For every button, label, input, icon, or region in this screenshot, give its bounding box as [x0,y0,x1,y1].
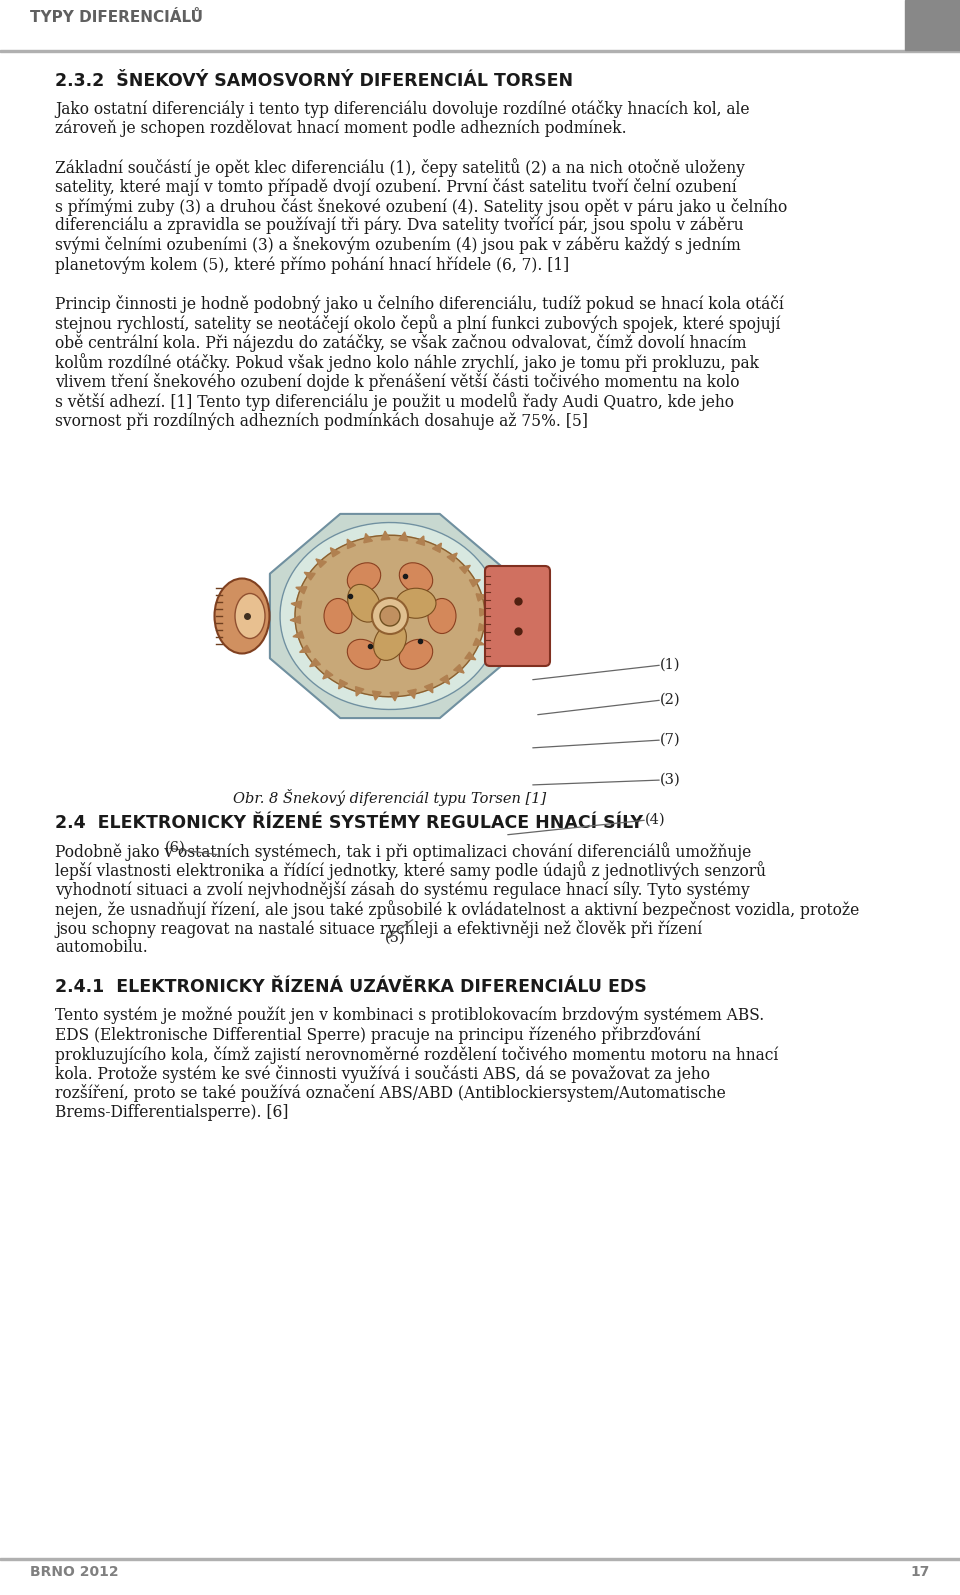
Polygon shape [424,684,433,692]
Text: zároveň je schopen rozdělovat hnací moment podle adhezních podmínek.: zároveň je schopen rozdělovat hnací mome… [55,120,627,137]
Text: Podobně jako v ostatních systémech, tak i při optimalizaci chování diferenciálů : Podobně jako v ostatních systémech, tak … [55,842,752,861]
Text: kola. Protože systém ke své činnosti využívá i součásti ABS, dá se považovat za : kola. Protože systém ke své činnosti vyu… [55,1065,710,1083]
Polygon shape [473,638,484,646]
Text: svornost při rozdílných adhezních podmínkách dosahuje až 75%. [5]: svornost při rozdílných adhezních podmín… [55,412,588,429]
Text: (1): (1) [660,659,681,671]
Text: Princip činnosti je hodně podobný jako u čelního diferenciálu, tudíž pokud se hn: Princip činnosti je hodně podobný jako u… [55,295,783,313]
Polygon shape [270,514,510,718]
Text: Brems-Differentialsperre). [6]: Brems-Differentialsperre). [6] [55,1104,289,1121]
Text: jsou schopny reagovat na nastalé situace rychleji a efektivněji než člověk při ř: jsou schopny reagovat na nastalé situace… [55,920,702,938]
FancyBboxPatch shape [485,566,550,667]
Circle shape [380,606,400,625]
Text: (5): (5) [385,931,406,944]
Text: (7): (7) [660,734,681,746]
Text: stejnou rychlostí, satelity se neotáčejí okolo čepů a plní funkci zubových spoje: stejnou rychlostí, satelity se neotáčejí… [55,314,780,333]
Text: 2.4  ELEKTRONICKY ŘÍZENÉ SYSTÉMY REGULACE HNACÍ SÍLY: 2.4 ELEKTRONICKY ŘÍZENÉ SYSTÉMY REGULACE… [55,813,643,833]
Text: (6): (6) [165,841,185,855]
Ellipse shape [396,589,436,619]
Circle shape [372,598,408,633]
Polygon shape [372,691,381,700]
Polygon shape [447,553,457,561]
Polygon shape [330,547,340,557]
Text: BRNO 2012: BRNO 2012 [30,1565,119,1579]
Ellipse shape [348,584,380,622]
Text: rozšíření, proto se také používá označení ABS/ABD (Antiblockiersystem/Automatisc: rozšíření, proto se také používá označen… [55,1085,726,1102]
Text: nejen, že usnadňují řízení, ale jsou také způsobilé k ovládatelnost a aktivní be: nejen, že usnadňují řízení, ale jsou tak… [55,901,859,919]
Text: obě centrální kola. Při nájezdu do zatáčky, se však začnou odvalovat, čímž dovol: obě centrální kola. Při nájezdu do zatáč… [55,333,747,352]
Polygon shape [310,659,321,667]
Bar [0,1558,960,1560]
Text: planetovým kolem (5), které přímo pohání hnací hřídele (6, 7). [1]: planetovým kolem (5), které přímo pohání… [55,257,569,273]
Text: lepší vlastnosti elektronika a řídící jednotky, které samy podle údajů z jednotl: lepší vlastnosti elektronika a řídící je… [55,861,766,880]
Bar [0,49,960,53]
Polygon shape [460,565,470,574]
Text: Tento systém je možné použít jen v kombinaci s protiblokovacím brzdovým systémem: Tento systém je možné použít jen v kombi… [55,1006,764,1024]
Polygon shape [469,579,480,587]
Text: automobilu.: automobilu. [55,939,148,957]
Ellipse shape [399,640,433,670]
Ellipse shape [324,598,352,633]
Polygon shape [293,632,304,638]
Polygon shape [390,692,398,700]
Polygon shape [381,531,390,539]
Polygon shape [480,609,490,616]
Text: s větší adhezí. [1] Tento typ diferenciálu je použit u modelů řady Audi Quatro, : s větší adhezí. [1] Tento typ diferenciá… [55,392,734,412]
Polygon shape [348,539,355,549]
Ellipse shape [214,579,270,654]
Polygon shape [280,523,500,710]
Text: (4): (4) [645,813,665,826]
Polygon shape [339,679,348,689]
Ellipse shape [373,622,406,660]
Ellipse shape [348,563,381,593]
Polygon shape [432,542,442,552]
Text: prokluzujícího kola, čímž zajistí nerovnoměrné rozdělení točivého momentu motoru: prokluzujícího kola, čímž zajistí nerovn… [55,1045,779,1064]
Polygon shape [323,670,333,679]
Text: 17: 17 [911,1565,930,1579]
Polygon shape [291,601,301,609]
Polygon shape [316,558,326,568]
Polygon shape [478,624,489,632]
Text: Obr. 8 Šnekový diferenciál typu Torsen [1]: Obr. 8 Šnekový diferenciál typu Torsen [… [233,790,546,805]
Text: TYPY DIFERENCIÁLŮ: TYPY DIFERENCIÁLŮ [30,10,203,26]
Polygon shape [290,616,300,624]
Polygon shape [416,536,424,545]
Polygon shape [304,573,315,581]
Text: satelity, které mají v tomto případě dvojí ozubení. První část satelitu tvoří če: satelity, které mají v tomto případě dvo… [55,179,736,196]
Polygon shape [440,675,449,684]
Polygon shape [408,689,416,699]
Text: vlivem tření šnekového ozubení dojde k přenášení větší části točivého momentu na: vlivem tření šnekového ozubení dojde k p… [55,373,739,391]
Ellipse shape [428,598,456,633]
Text: (2): (2) [660,692,681,707]
Text: svými čelními ozubeními (3) a šnekovým ozubením (4) jsou pak v záběru každý s je: svými čelními ozubeními (3) a šnekovým o… [55,236,741,255]
Polygon shape [454,665,464,673]
Text: kolům rozdílné otáčky. Pokud však jedno kolo náhle zrychlí, jako je tomu při pro: kolům rozdílné otáčky. Pokud však jedno … [55,354,759,372]
Ellipse shape [399,563,433,593]
Ellipse shape [348,640,381,670]
Polygon shape [355,687,364,695]
Text: s přímými zuby (3) a druhou část šnekové ozubení (4). Satelity jsou opět v páru : s přímými zuby (3) a druhou část šnekové… [55,198,787,215]
Text: Jako ostatní diferenciály i tento typ diferenciálu dovoluje rozdílné otáčky hnac: Jako ostatní diferenciály i tento typ di… [55,100,750,118]
Text: diferenciálu a zpravidla se používají tři páry. Dva satelity tvořící pár, jsou s: diferenciálu a zpravidla se používají tř… [55,217,744,234]
Polygon shape [465,652,476,660]
Bar [905,0,960,49]
Ellipse shape [235,593,265,638]
Polygon shape [300,646,311,652]
Text: vyhodnotí situaci a zvolí nejvhodnější zásah do systému regulace hnací síly. Tyt: vyhodnotí situaci a zvolí nejvhodnější z… [55,880,750,900]
Polygon shape [476,593,487,601]
Text: (3): (3) [660,774,681,786]
Text: Základní součástí je opět klec diferenciálu (1), čepy satelitů (2) a na nich oto: Základní součástí je opět klec diferenci… [55,158,745,177]
Polygon shape [295,536,485,697]
Polygon shape [398,531,408,541]
Polygon shape [296,587,307,593]
Text: 2.4.1  ELEKTRONICKY ŘÍZENÁ UZÁVĚRKA DIFERENCIÁLU EDS: 2.4.1 ELEKTRONICKY ŘÍZENÁ UZÁVĚRKA DIFER… [55,978,647,997]
Polygon shape [364,534,372,542]
Text: 2.3.2  ŠNEKOVÝ SAMOSVORNÝ DIFERENCIÁL TORSEN: 2.3.2 ŠNEKOVÝ SAMOSVORNÝ DIFERENCIÁL TOR… [55,72,573,89]
Text: EDS (Elektronische Differential Sperre) pracuje na principu řízeného přibrzďován: EDS (Elektronische Differential Sperre) … [55,1026,701,1043]
